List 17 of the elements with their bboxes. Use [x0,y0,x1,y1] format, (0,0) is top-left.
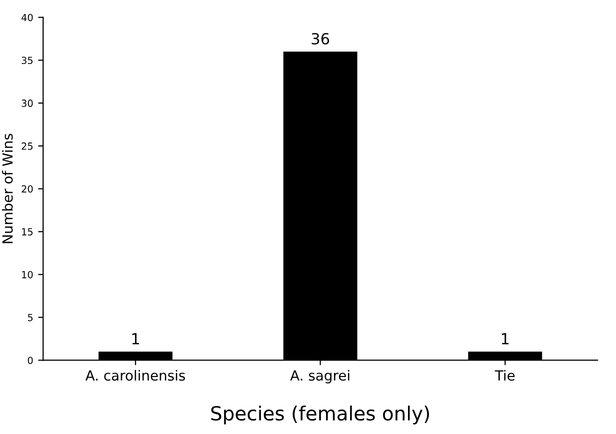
y-tick-label: 20 [22,185,33,193]
x-tick-label: Tie [494,370,515,381]
x-tick-label: A. carolinensis [85,370,186,381]
data-label: 1 [502,333,509,344]
y-axis-title: Number of Wins [2,134,13,244]
y-tick-label: 25 [22,142,33,150]
y-tick-label: 0 [28,356,33,364]
x-tick-label: A. sagrei [290,370,350,384]
y-tick-label: 15 [22,228,33,236]
y-tick-label: 40 [22,14,33,22]
data-label: 1 [132,333,139,344]
y-tick-label: 10 [22,270,33,278]
y-tick-label: 5 [28,314,33,322]
y-tick-label: 30 [22,100,33,107]
y-tick-label: 35 [22,56,33,64]
x-axis-title: Species (females only) [211,406,429,424]
data-label: 36 [312,32,330,45]
